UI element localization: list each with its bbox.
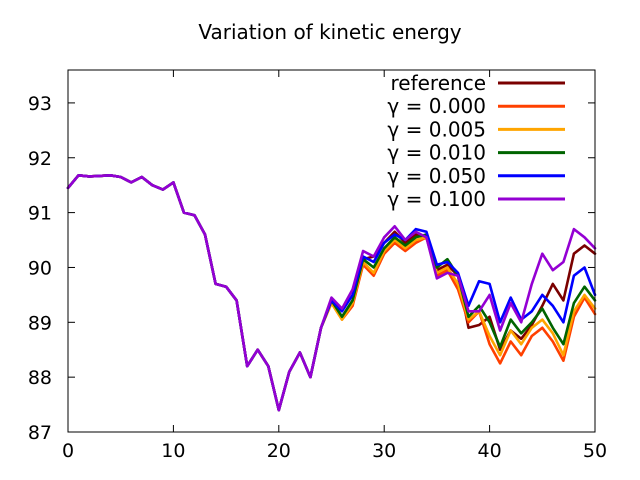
x-tick-label: 0 bbox=[62, 440, 74, 462]
x-tick-label: 40 bbox=[478, 440, 502, 462]
series-line-5 bbox=[66, 174, 597, 412]
axes: 0 10 20 30 40 50 87 88 89 90 91 92 93 bbox=[28, 70, 607, 462]
legend-label: γ = 0.000 bbox=[387, 94, 486, 118]
y-tick-label: 90 bbox=[28, 257, 52, 279]
x-tick-label: 20 bbox=[267, 440, 291, 462]
x-tick-label: 30 bbox=[372, 440, 396, 462]
y-tick-label: 89 bbox=[28, 312, 52, 334]
chart-title: Variation of kinetic energy bbox=[198, 20, 461, 44]
x-tick-label: 10 bbox=[161, 440, 185, 462]
x-tick-label: 50 bbox=[583, 440, 607, 462]
y-tick-label: 91 bbox=[28, 203, 52, 225]
plot-frame bbox=[67, 69, 596, 433]
legend-label: γ = 0.010 bbox=[387, 141, 486, 165]
y-tick-label: 92 bbox=[28, 148, 52, 170]
series-line-3 bbox=[66, 174, 597, 412]
y-tick-label: 87 bbox=[28, 422, 52, 444]
legend-label: γ = 0.050 bbox=[387, 164, 486, 188]
legend-label: γ = 0.100 bbox=[387, 187, 486, 211]
y-tick-label: 88 bbox=[28, 367, 52, 389]
series-line-2 bbox=[66, 174, 597, 412]
series-layer bbox=[66, 174, 597, 412]
legend-label: reference bbox=[391, 71, 487, 95]
series-line-4 bbox=[66, 174, 597, 412]
y-tick-label: 93 bbox=[28, 93, 52, 115]
series-line-1 bbox=[66, 174, 597, 412]
series-line-0 bbox=[66, 174, 597, 412]
legend-label: γ = 0.005 bbox=[387, 117, 486, 141]
